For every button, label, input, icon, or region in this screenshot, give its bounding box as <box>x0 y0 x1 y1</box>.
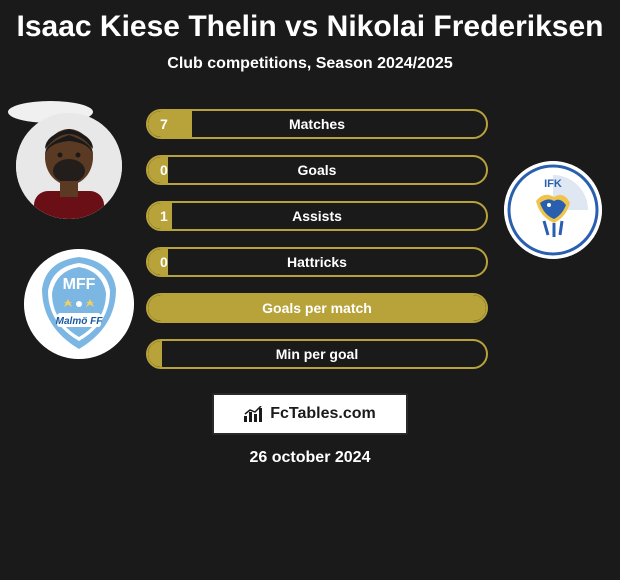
subtitle: Club competitions, Season 2024/2025 <box>8 55 612 73</box>
stat-value-left: 0 <box>160 162 168 178</box>
player-avatar-left <box>16 113 122 219</box>
stat-label: Goals per match <box>148 300 486 316</box>
page-title: Isaac Kiese Thelin vs Nikolai Frederikse… <box>8 10 612 43</box>
club-badge-left: MFF Malmö FF <box>24 249 134 359</box>
stat-bar: Goals per match <box>146 293 488 323</box>
stat-label: Min per goal <box>148 346 486 362</box>
stat-bar: 1Assists <box>146 201 488 231</box>
stat-bar: 0Hattricks <box>146 247 488 277</box>
brand-badge: FcTables.com <box>212 393 408 435</box>
avatar-icon <box>16 113 122 219</box>
club-badge-left-icon: MFF Malmö FF <box>24 249 134 359</box>
stat-bar: 0Goals <box>146 155 488 185</box>
brand-chart-icon <box>244 406 264 422</box>
stat-value-left: 1 <box>160 208 168 224</box>
stat-label: Assists <box>148 208 486 224</box>
svg-text:MFF: MFF <box>63 276 96 293</box>
stat-value-left: 0 <box>160 254 168 270</box>
svg-text:IFK: IFK <box>544 178 562 190</box>
stat-value-left: 7 <box>160 116 168 132</box>
stat-label: Goals <box>148 162 486 178</box>
main-area: MFF Malmö FF IFK 7Matc <box>8 101 612 381</box>
infographic-root: Isaac Kiese Thelin vs Nikolai Frederikse… <box>0 0 620 580</box>
svg-text:Malmö FF: Malmö FF <box>56 316 104 327</box>
stat-bar: 7Matches <box>146 109 488 139</box>
brand-text: FcTables.com <box>270 405 376 423</box>
stat-label: Hattricks <box>148 254 486 270</box>
club-badge-right-icon: IFK <box>504 161 602 259</box>
stat-label: Matches <box>148 116 486 132</box>
stat-bar: Min per goal <box>146 339 488 369</box>
footer-date: 26 october 2024 <box>8 449 612 467</box>
club-badge-right: IFK <box>504 161 602 259</box>
stat-bars-column: 7Matches0Goals1Assists0HattricksGoals pe… <box>146 109 488 385</box>
